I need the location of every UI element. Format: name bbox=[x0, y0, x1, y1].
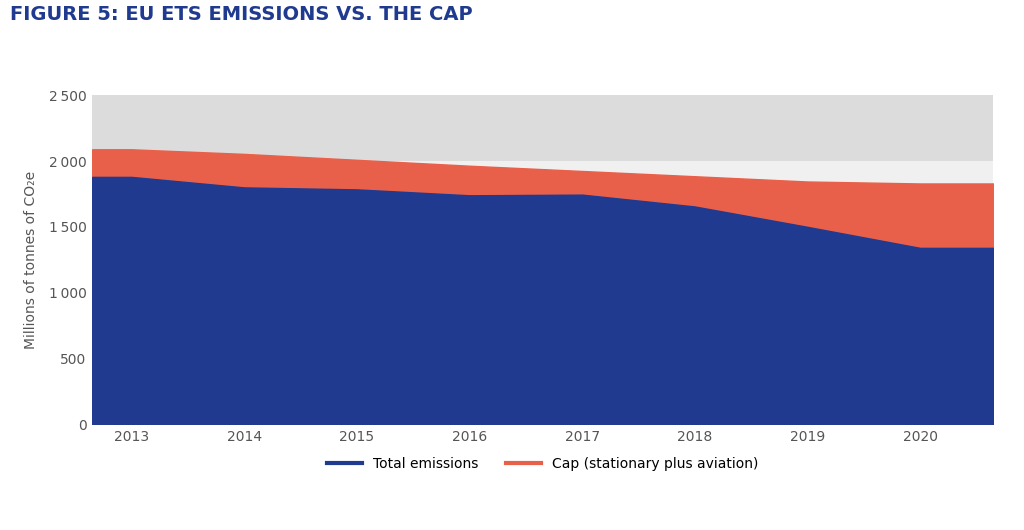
Bar bbox=[92, 95, 993, 161]
Text: FIGURE 5: EU ETS EMISSIONS VS. THE CAP: FIGURE 5: EU ETS EMISSIONS VS. THE CAP bbox=[10, 5, 473, 24]
Bar bbox=[92, 293, 993, 358]
Y-axis label: Millions of tonnes of CO₂e: Millions of tonnes of CO₂e bbox=[24, 171, 38, 349]
Legend: Total emissions, Cap (stationary plus aviation): Total emissions, Cap (stationary plus av… bbox=[322, 451, 764, 476]
Bar bbox=[92, 227, 993, 293]
Bar bbox=[92, 358, 993, 424]
Bar bbox=[92, 161, 993, 227]
